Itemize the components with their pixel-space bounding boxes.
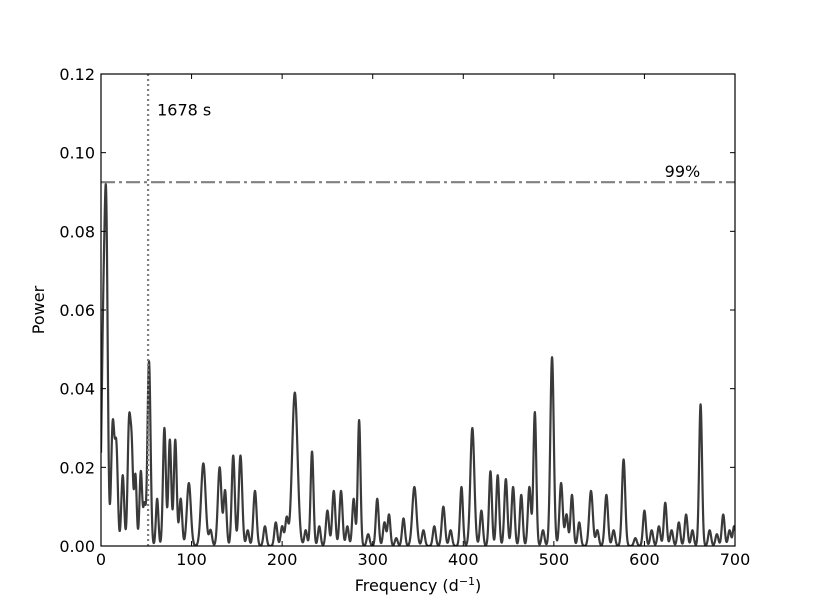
x-tick-label: 0	[96, 550, 106, 569]
power-series-line	[101, 182, 735, 546]
y-axis-label: Power	[29, 285, 48, 334]
y-tick-label: 0.12	[59, 65, 95, 84]
x-tick-label: 600	[629, 550, 660, 569]
x-tick-label: 500	[539, 550, 570, 569]
y-tick-label: 0.06	[59, 301, 95, 320]
significance-label: 99%	[665, 162, 701, 181]
period-marker-label: 1678 s	[157, 100, 211, 119]
plot-frame	[100, 73, 736, 547]
axis-ticks: 0 100 200 300 400 500 600 700 0.00 0.02 0.04 0.06 0.…	[59, 65, 750, 569]
y-tick-label: 0.08	[59, 222, 95, 241]
x-tick-label: 100	[176, 550, 207, 569]
x-tick-label: 400	[448, 550, 479, 569]
reference-lines: 1678 s 99%	[101, 74, 735, 546]
x-tick-label: 200	[267, 550, 298, 569]
x-axis-label: Frequency (d−1)	[355, 575, 482, 595]
y-tick-label: 0.10	[59, 144, 95, 163]
y-tick-label: 0.00	[59, 537, 95, 556]
y-tick-label: 0.04	[59, 380, 95, 399]
x-tick-label: 300	[357, 550, 388, 569]
x-tick-label: 700	[720, 550, 751, 569]
series-layer	[101, 182, 735, 546]
y-tick-label: 0.02	[59, 458, 95, 477]
